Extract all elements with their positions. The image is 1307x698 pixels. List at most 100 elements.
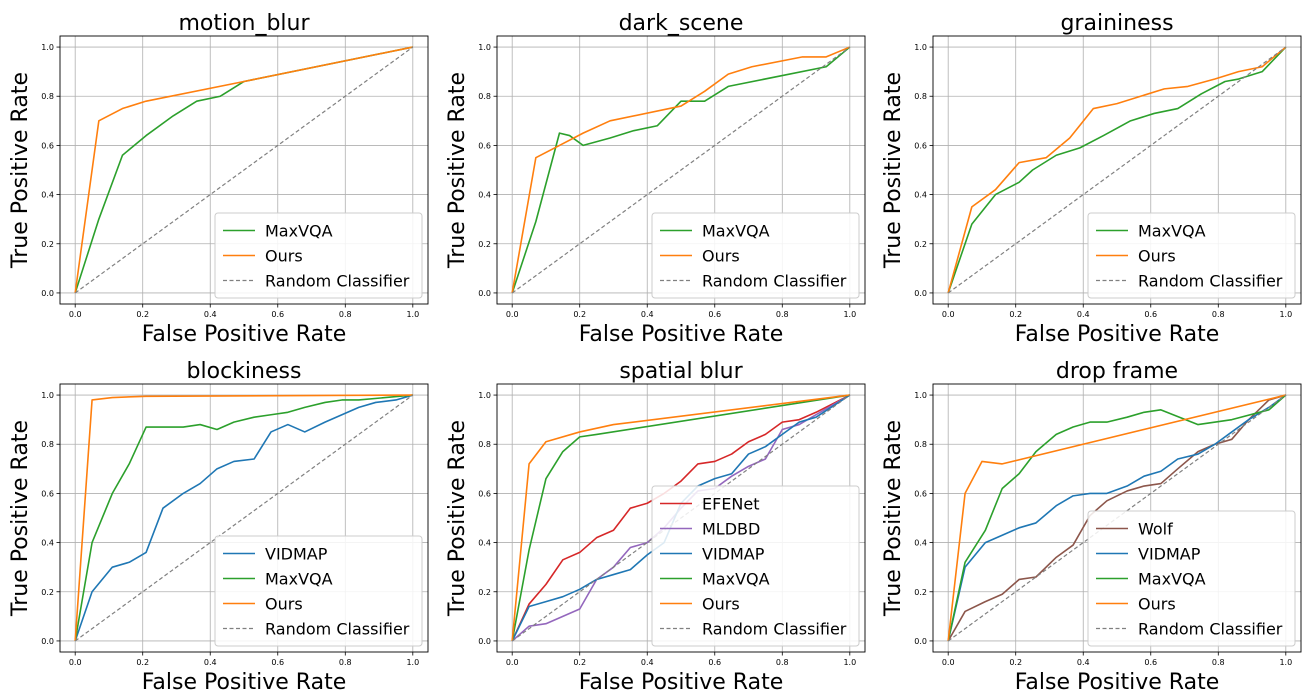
series-line-random-classifier	[511, 46, 851, 294]
x-axis-label: False Positive Rate	[579, 670, 783, 695]
legend-label: Random Classifier	[1138, 620, 1283, 639]
chart-title: blockiness	[187, 359, 302, 384]
y-axis-label: True Positive Rate	[881, 420, 906, 617]
legend-label: Random Classifier	[1138, 272, 1283, 291]
y-tick-label: 0.8	[914, 440, 927, 449]
series-line-maxvqa	[947, 46, 1287, 294]
legend-box	[214, 535, 423, 647]
x-tick-label: 1.0	[406, 310, 419, 319]
legend-label: Random Classifier	[265, 620, 410, 639]
y-tick-label: 0.0	[478, 289, 491, 298]
legend-label: Ours	[1138, 595, 1176, 614]
legend-label: Random Classifier	[702, 272, 847, 291]
series-line-maxvqa	[947, 394, 1287, 642]
x-tick-label: 0.2	[136, 658, 149, 667]
y-tick-label: 0.4	[914, 191, 927, 200]
y-axis-label: True Positive Rate	[445, 420, 470, 617]
series-line-wolf	[947, 394, 1287, 642]
x-tick-label: 1.0	[843, 658, 856, 667]
x-tick-label: 1.0	[1279, 310, 1292, 319]
x-tick-label: 0.0	[942, 310, 955, 319]
x-axis-label: False Positive Rate	[142, 670, 346, 695]
y-tick-label: 0.4	[478, 191, 491, 200]
x-tick-label: 0.8	[339, 310, 352, 319]
y-tick-label: 0.4	[41, 191, 54, 200]
series-line-ours	[74, 46, 413, 294]
y-axis-label: True Positive Rate	[445, 72, 470, 269]
chart-panel-dark-scene: 0.0 0.2 0.4 0.6 0.8 1.0 0.0 0.2 0.4 0.6 0.8 1.0 dark…	[445, 11, 866, 347]
y-tick-label: 0.0	[478, 637, 491, 646]
x-tick-label: 0.4	[204, 310, 217, 319]
series-line-maxvqa	[74, 46, 413, 294]
legend-label: Wolf	[1138, 520, 1173, 539]
y-tick-label: 0.8	[914, 92, 927, 101]
x-tick-label: 0.6	[271, 658, 284, 667]
x-tick-label: 0.8	[776, 310, 789, 319]
legend-label: Random Classifier	[702, 620, 847, 639]
y-axis-label: True Positive Rate	[8, 72, 33, 269]
legend: MaxVQA Ours Random Classifier	[1087, 212, 1296, 299]
y-tick-label: 0.4	[478, 539, 491, 548]
y-tick-label: 0.4	[41, 539, 54, 548]
y-tick-label: 0.6	[914, 141, 927, 150]
y-tick-label: 1.0	[41, 391, 54, 400]
series-line-ours	[511, 394, 850, 642]
legend-label: VIDMAP	[265, 545, 328, 564]
plot-frame	[59, 35, 429, 305]
y-tick-label: 0.8	[478, 92, 491, 101]
chart-panel-graininess: 0.0 0.2 0.4 0.6 0.8 1.0 0.0 0.2 0.4 0.6 0.8 1.0 grai…	[881, 11, 1302, 347]
chart-panel-motion-blur: 0.0 0.2 0.4 0.6 0.8 1.0 0.0 0.2 0.4 0.6 0.8 1.0 moti…	[8, 11, 429, 347]
x-tick-label: 0.2	[136, 310, 149, 319]
x-axis-label: False Positive Rate	[1015, 670, 1219, 695]
chart-title: graininess	[1060, 11, 1173, 36]
legend-label: MaxVQA	[702, 570, 770, 589]
chart-title: drop frame	[1056, 359, 1178, 384]
chart-title: dark_scene	[619, 11, 744, 36]
plot-frame	[496, 35, 866, 305]
y-tick-label: 0.6	[478, 489, 491, 498]
x-tick-label: 0.0	[69, 658, 82, 667]
legend-label: MaxVQA	[1138, 222, 1206, 241]
legend-box	[214, 212, 423, 299]
x-tick-label: 1.0	[406, 658, 419, 667]
x-tick-label: 0.2	[1009, 310, 1022, 319]
y-tick-label: 0.6	[914, 489, 927, 498]
y-tick-label: 0.8	[41, 92, 54, 101]
x-tick-label: 0.4	[1077, 310, 1090, 319]
plot-frame	[932, 383, 1302, 653]
series-line-ours	[74, 394, 413, 641]
y-tick-label: 0.0	[41, 637, 54, 646]
x-tick-label: 0.2	[1009, 658, 1022, 667]
y-tick-label: 1.0	[478, 391, 491, 400]
y-tick-label: 0.4	[914, 539, 927, 548]
legend-box	[651, 212, 860, 299]
y-tick-label: 0.0	[41, 289, 54, 298]
y-tick-label: 0.6	[41, 489, 54, 498]
y-tick-label: 0.2	[478, 240, 491, 249]
y-tick-label: 0.2	[478, 588, 491, 597]
x-tick-label: 0.0	[506, 658, 519, 667]
x-tick-label: 0.6	[708, 658, 721, 667]
y-tick-label: 0.8	[41, 440, 54, 449]
y-tick-label: 0.2	[914, 588, 927, 597]
y-tick-label: 0.2	[41, 240, 54, 249]
legend-label: MaxVQA	[265, 222, 333, 241]
x-tick-label: 1.0	[1279, 658, 1292, 667]
x-tick-label: 0.6	[1144, 310, 1157, 319]
legend-box	[651, 485, 860, 647]
legend-label: VIDMAP	[1138, 545, 1201, 564]
y-tick-label: 1.0	[914, 43, 927, 52]
legend-label: MLDBD	[702, 520, 760, 539]
legend: VIDMAP MaxVQA Ours Random Classifier	[214, 535, 423, 647]
chart-title: motion_blur	[178, 11, 310, 36]
legend-label: VIDMAP	[702, 545, 765, 564]
x-tick-label: 0.4	[1077, 658, 1090, 667]
x-tick-label: 0.2	[573, 658, 586, 667]
legend: MaxVQA Ours Random Classifier	[214, 212, 423, 299]
x-tick-label: 1.0	[843, 310, 856, 319]
legend-label: MaxVQA	[1138, 570, 1206, 589]
legend-box	[1087, 510, 1296, 647]
chart-panel-blockiness: 0.0 0.2 0.4 0.6 0.8 1.0 0.0 0.2 0.4 0.6 0.8 1.0 bloc…	[8, 359, 429, 695]
x-tick-label: 0.2	[573, 310, 586, 319]
